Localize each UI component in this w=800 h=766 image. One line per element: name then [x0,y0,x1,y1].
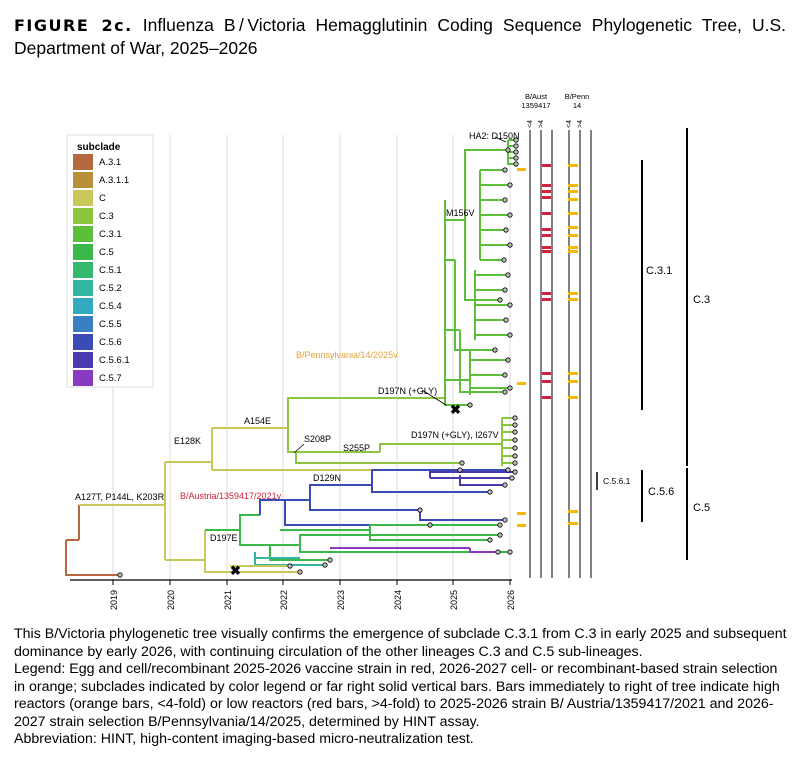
clade-label-c56: C.5.6 [648,486,674,498]
figure-caption: This B/Victoria phylogenetic tree visual… [14,626,789,749]
branch-c3-root [287,397,445,453]
branch-c5-teal [254,552,325,566]
branch-c5-lower [230,565,300,573]
hint-reactor-bars [517,164,578,527]
branch-c3-lower-cluster [501,417,515,466]
phylogenetic-tree-figure: 2019 2020 2021 2022 2023 2024 2025 2026 [65,92,710,610]
svg-text:C.5: C.5 [99,247,114,258]
austria-strain-marker: ✖ [230,563,241,578]
svg-text:C.5.6: C.5.6 [99,337,122,348]
branch-c5-root [165,530,230,573]
mutation-d197e: D197E [210,533,238,543]
mutation-s208p: S208P [304,434,331,444]
svg-text:A.3.1.1: A.3.1.1 [99,175,129,186]
branch-s208 [295,443,502,464]
clade-label-c3: C.3 [693,294,710,306]
svg-text:B/Aust: B/Aust [525,92,548,101]
tree-branches [65,139,516,576]
mutation-d197n-gly: D197N (+GLY) [378,386,437,396]
clade-bars [596,128,688,560]
svg-text:C.5.5: C.5.5 [99,319,122,330]
strain-labels: B/Pennsylvania/14/2025v B/Austria/135941… [180,350,398,501]
vaccine-strain-markers: ✖ ✖ [230,402,461,578]
mutation-a127t: A127T, P144L, K203R [75,492,165,502]
svg-text:<4: <4 [566,120,573,128]
caption-summary: This B/Victoria phylogenetic tree visual… [14,626,787,660]
svg-text:C: C [99,193,106,204]
clade-label-c5: C.5 [693,502,710,514]
mutation-a154e: A154E [244,416,271,426]
branch-c56 [259,469,508,526]
svg-text:C.5.6.1: C.5.6.1 [99,355,130,366]
svg-text:>4: >4 [577,120,584,128]
legend-title: subclade [77,142,121,153]
branch-c561 [429,471,515,486]
mutation-s255p: S255P [343,443,370,453]
mutation-m156v: M156V [446,208,475,218]
clade-label-c561: C.5.6.1 [603,476,631,486]
legend-items: A.3.1 A.3.1.1 C C.3 C.3.1 C.5 C.5.1 C.5.… [73,154,130,386]
tip-markers [117,137,519,578]
branch-c31-m156v [445,149,508,393]
year-labels: 2019 2020 2021 2022 2023 2024 2025 2026 [109,590,516,610]
caption-abbreviation: Abbreviation: HINT, high-content imaging… [14,731,474,747]
mutation-ha2: HA2: D150N [469,131,520,141]
svg-text:B/Penn: B/Penn [565,92,590,101]
svg-text:14: 14 [573,101,581,110]
year-label: 2024 [393,590,403,610]
year-label: 2026 [506,590,516,610]
branch-c5-stem [205,514,270,546]
mutation-e128k: E128K [174,436,201,446]
svg-text:C.3: C.3 [99,211,114,222]
pennsylvania-strain-label: B/Pennsylvania/14/2025v [296,350,398,360]
svg-text:C.5.1: C.5.1 [99,265,122,276]
svg-text:C.5.4: C.5.4 [99,301,122,312]
year-label: 2025 [449,590,459,610]
branch-a31 [65,539,120,576]
branch-c5-purple [330,547,498,553]
pennsylvania-strain-marker: ✖ [450,402,461,417]
year-label: 2021 [223,590,233,610]
svg-text:C.3.1: C.3.1 [99,229,122,240]
mutation-d197n-i267v: D197N (+GLY), I267V [411,430,499,440]
branch-c31-subclusters [469,169,510,395]
svg-text:C.5.2: C.5.2 [99,283,122,294]
svg-text:A.3.1: A.3.1 [99,157,121,168]
svg-text:<4: <4 [527,120,534,128]
caption-legend: Legend: Egg and cell/recombinant 2025-20… [14,661,780,730]
year-label: 2023 [336,590,346,610]
svg-text:1359417: 1359417 [521,101,550,110]
branch-c31-main [444,200,470,406]
hint-columns [529,130,592,578]
year-label: 2019 [109,590,119,610]
subclade-legend: subclade A.3.1 A.3.1.1 C C.3 C.3.1 C.5 C… [66,134,154,388]
figure-title: FIGURE 2c. Influenza B / Victoria Hemagg… [14,14,786,59]
figure-label: FIGURE 2c. [14,16,133,35]
svg-text:C.5.7: C.5.7 [99,373,122,384]
mutation-d129n: D129N [313,473,341,483]
branch-c5-green-b [280,524,500,541]
figure-title-text: Influenza B / Victoria Hemagglutinin Cod… [14,15,786,58]
branch-root-c [79,462,166,560]
axis-ticks [112,580,511,585]
branch-c-upper [165,427,460,471]
svg-text:>4: >4 [538,120,545,128]
clade-label-c31: C.3.1 [646,265,672,277]
clade-labels: C.3.1 C.3 C.5.6.1 C.5.6 C.5 [603,265,710,514]
year-label: 2022 [279,590,289,610]
mutation-labels: HA2: D150N M156V D197N (+GLY) A154E E128… [75,131,520,543]
year-label: 2020 [166,590,176,610]
branch-c5-green-a [269,534,510,561]
austria-strain-label: B/Austria/1359417/2021v [180,491,282,501]
hint-column-headers: B/Aust 1359417 B/Penn 14 <4 >4 <4 >4 [521,92,589,128]
